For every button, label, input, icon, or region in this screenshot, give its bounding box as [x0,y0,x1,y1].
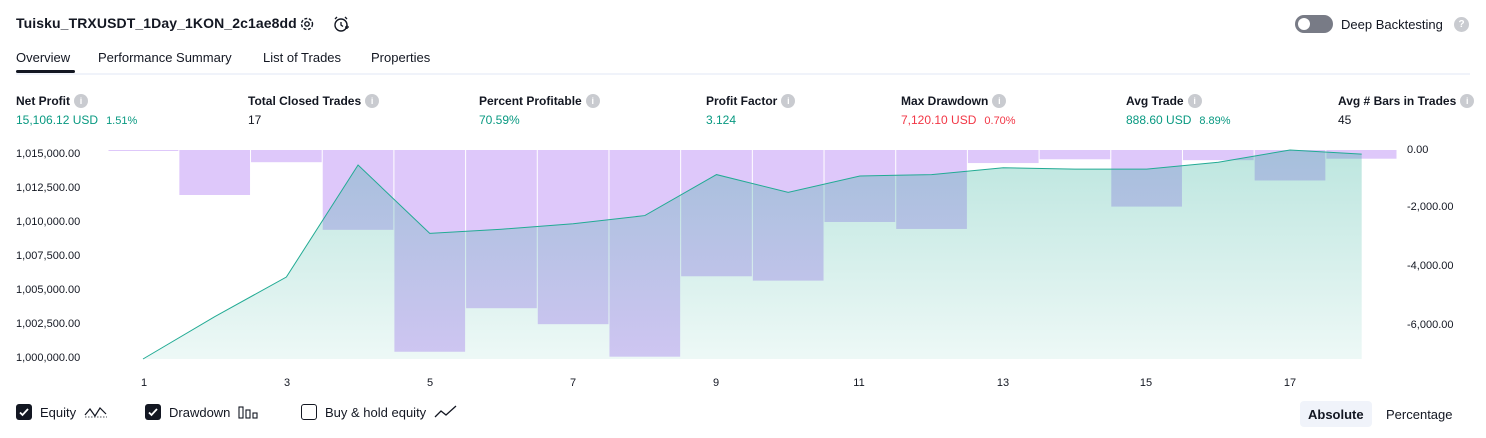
drawdown-bar [967,150,1039,164]
x-tick: 11 [853,377,865,389]
tab-divider [16,73,1470,75]
profit-factor-label-text: Profit Factor [706,94,778,108]
percent-profitable-amount: 70.59% [479,113,520,127]
y-left-tick: 1,012,500.00 [16,182,81,194]
active-tab-indicator [16,70,75,73]
info-icon[interactable]: i [1187,94,1202,108]
x-tick: 13 [996,377,1010,389]
percent-profitable-label: Percent Profitable i [479,94,600,108]
y-left-tick: 1,007,500.00 [16,250,81,262]
deep-backtesting-label: Deep Backtesting [1341,17,1443,32]
drawdown-bar [251,150,322,163]
net-profit-value: 15,106.12 USD 1.51% [16,113,137,127]
max-drawdown-percent: 0.70% [984,115,1016,127]
profit-factor-label: Profit Factor i [706,94,796,108]
deep-backtesting-toggle[interactable] [1295,15,1333,33]
tab-overview[interactable]: Overview [16,50,71,65]
drawdown-bar [1182,150,1254,161]
checkbox-equity[interactable] [16,404,32,420]
avg-bars-amount: 45 [1338,113,1352,127]
alarm-clock-icon[interactable] [331,14,351,34]
x-tick: 1 [140,377,148,389]
net-profit-amount: 15,106.12 USD [16,113,99,127]
drawdown-bar [179,150,251,195]
profit-factor-value: 3.124 [706,113,736,127]
x-tick: 9 [712,377,720,389]
max-drawdown-amount: 7,120.10 USD [901,113,977,127]
max-drawdown-value: 7,120.10 USD 0.70% [901,113,1016,127]
avg-bars-label: Avg # Bars in Trades i [1338,94,1475,108]
y-left-tick: 1,010,000.00 [16,216,81,228]
drawdown-bar [108,150,179,151]
avg-trade-label: Avg Trade i [1126,94,1202,108]
equity-wave-icon [84,407,108,418]
checkbox-drawdown[interactable] [145,404,161,420]
x-tick: 15 [1139,377,1153,389]
legend-equity-label: Equity [40,404,77,420]
tab-properties[interactable]: Properties [371,50,431,65]
max-drawdown-label: Max Drawdown i [901,94,1007,108]
y-left-tick: 1,002,500.00 [16,318,81,330]
net-profit-percent: 1.51% [106,115,138,127]
y-right-tick: -2,000.00 [1407,201,1454,213]
percent-profitable-label-text: Percent Profitable [479,94,582,108]
net-profit-label: Net Profit i [16,94,88,108]
avg-trade-label-text: Avg Trade [1126,94,1184,108]
avg-trade-percent: 8.89% [1199,115,1231,127]
info-icon[interactable]: i [1460,94,1475,108]
mode-absolute-button[interactable]: Absolute [1300,401,1372,427]
y-right-tick: -4,000.00 [1407,260,1454,272]
tab-performance-summary[interactable]: Performance Summary [98,50,232,65]
legend-buy-hold-label: Buy & hold equity [325,404,427,420]
equity-line [142,149,1362,360]
total-closed-trades-value: 17 [248,113,261,127]
drawdown-bars-icon [238,406,258,419]
avg-trade-value: 888.60 USD 8.89% [1126,113,1231,127]
equity-drawdown-chart [108,149,1397,360]
info-icon[interactable]: i [992,94,1007,108]
total-closed-trades-amount: 17 [248,113,262,127]
info-icon[interactable]: i [781,94,796,108]
y-right-tick: 0.00 [1407,144,1429,156]
y-left-tick: 1,000,000.00 [16,352,81,364]
mode-percentage-button[interactable]: Percentage [1386,406,1453,422]
tab-list-of-trades[interactable]: List of Trades [263,50,342,65]
gear-icon[interactable] [297,14,317,34]
strategy-title: Tuisku_TRXUSDT_1Day_1KON_2c1ae8dd [16,15,297,31]
max-drawdown-label-text: Max Drawdown [901,94,989,108]
y-left-tick: 1,015,000.00 [16,148,81,160]
total-closed-trades-label-text: Total Closed Trades [248,94,362,108]
x-tick: 7 [569,377,577,389]
legend-drawdown-label: Drawdown [169,404,231,420]
info-icon[interactable]: i [74,94,88,108]
x-tick: 5 [426,377,434,389]
avg-bars-label-text: Avg # Bars in Trades [1338,94,1457,108]
x-tick: 17 [1283,377,1297,389]
legend-equity[interactable]: Equity [16,404,108,420]
drawdown-bar [1039,150,1111,160]
x-tick: 3 [283,377,291,389]
avg-bars-value: 45 [1338,113,1351,127]
profit-factor-amount: 3.124 [706,113,737,127]
info-icon[interactable]: i [365,94,380,108]
net-profit-label-text: Net Profit [16,94,70,108]
checkbox-buy-hold[interactable] [301,404,317,420]
avg-trade-amount: 888.60 USD [1126,113,1192,127]
percent-profitable-value: 70.59% [479,113,520,127]
y-left-tick: 1,005,000.00 [16,284,81,296]
info-icon[interactable]: i [585,94,600,108]
y-right-tick: -6,000.00 [1407,319,1454,331]
equity-area [143,150,1362,359]
legend-drawdown[interactable]: Drawdown [145,404,260,420]
legend-buy-hold[interactable]: Buy & hold equity [301,404,458,420]
toggle-knob [1298,18,1310,30]
total-closed-trades-label: Total Closed Trades i [248,94,380,108]
help-icon[interactable]: ? [1454,17,1469,32]
buy-hold-line-icon [434,405,457,418]
